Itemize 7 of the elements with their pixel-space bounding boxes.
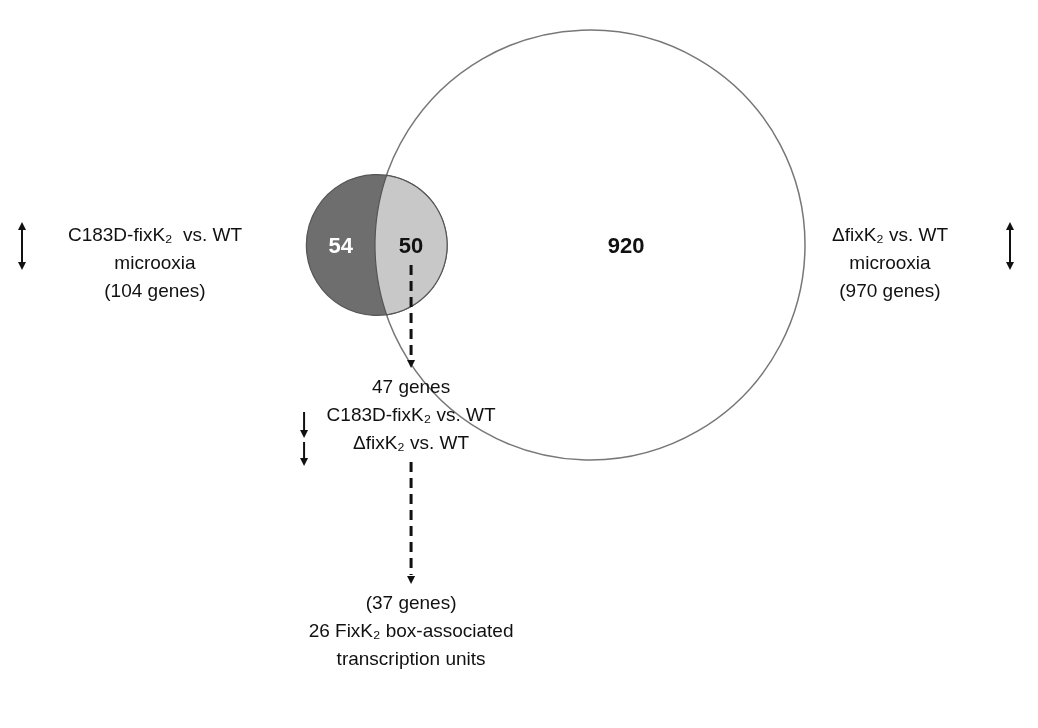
- data-label: 50: [398, 232, 424, 258]
- data-label: 54: [328, 232, 354, 258]
- text: (37 genes) 26 FixK₂ box-associated transcription units: [308, 591, 514, 669]
- text: C183D-fixK₂ vs. WT microoxia (104 genes): [67, 223, 243, 301]
- data-label: 920: [607, 232, 645, 258]
- text: 47 genes C183D-fixK₂ vs. WT ΔfixK₂ vs. WT: [326, 375, 496, 453]
- text: ΔfixK₂ vs. WT microoxia (970 genes): [831, 223, 949, 301]
